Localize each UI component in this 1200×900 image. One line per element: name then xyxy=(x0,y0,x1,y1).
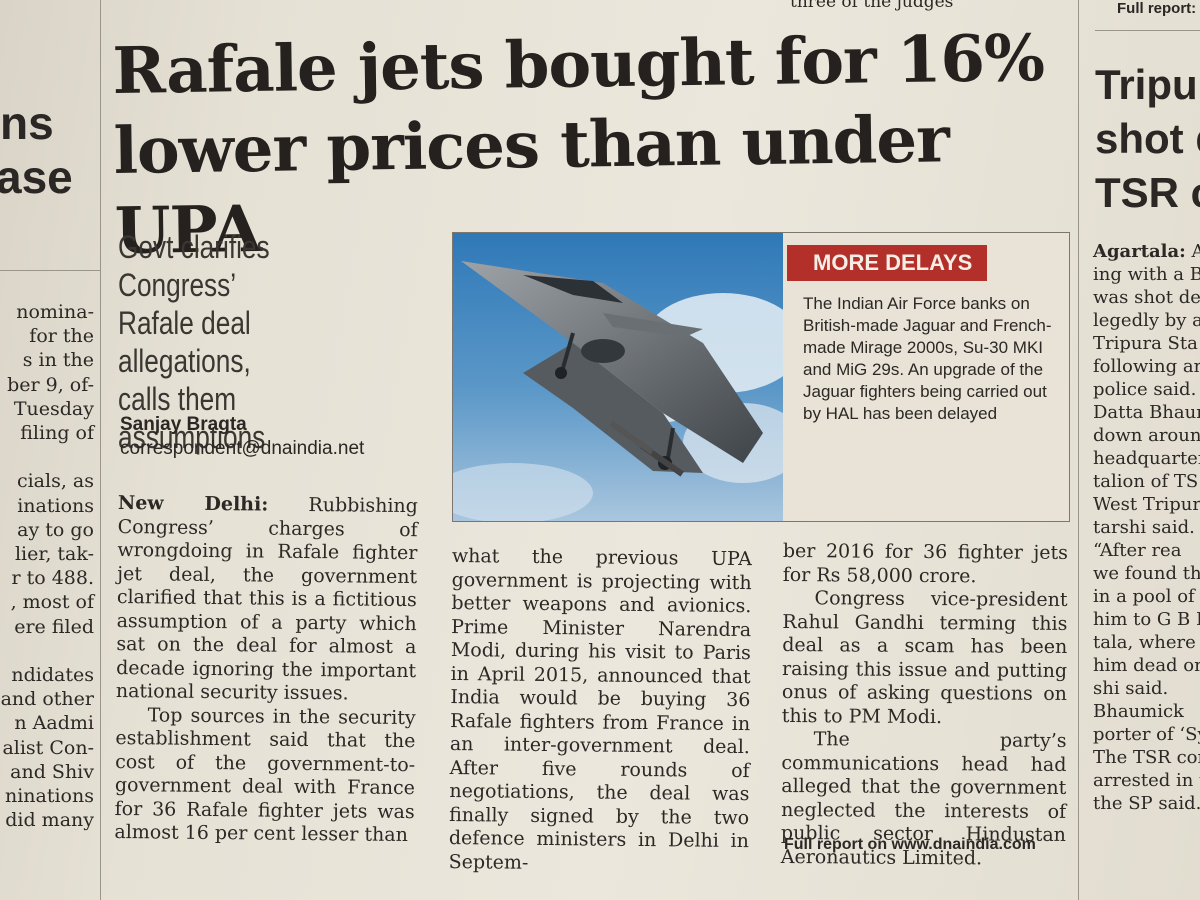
right-text-line: police said. T xyxy=(1093,379,1200,400)
left-text-line: filing of xyxy=(20,422,94,444)
right-text-line: talion of TS xyxy=(1093,471,1199,492)
left-headline-fragment-1: ns xyxy=(0,97,54,149)
story-column-1: New Delhi: Rubbishing Congress’ charges … xyxy=(114,492,418,848)
right-text-line: him to G B H xyxy=(1093,609,1200,630)
deck-line-3: calls them assumptions xyxy=(118,381,266,455)
headline-line-1: Rafale jets bought for 16% xyxy=(112,20,1045,109)
right-text-line: porter of ‘Sy xyxy=(1093,724,1200,745)
column-rule xyxy=(1078,0,1079,900)
left-text-line: alist Con- xyxy=(2,736,94,759)
story-paragraph-4: ber 2016 for 36 fighter jets for Rs 58,0… xyxy=(782,540,1068,587)
left-headline-fragment-2: ase xyxy=(0,151,73,203)
story-paragraph-2: Top sources in the security establishmen… xyxy=(114,703,416,847)
left-text-line: ndidates xyxy=(11,664,94,686)
left-text-line: s in the xyxy=(22,349,94,372)
fighter-jet-photo xyxy=(453,233,783,521)
left-text-line: nomina- xyxy=(16,301,94,323)
left-text-line: ay to go xyxy=(17,518,94,541)
left-text-line: inations xyxy=(17,494,94,517)
left-text-line: did many xyxy=(5,809,94,832)
story-paragraph-1: Rubbishing Congress’ charges of wrongdoi… xyxy=(115,493,418,705)
left-text-line: ber 9, of- xyxy=(7,373,94,396)
right-full-report-label: Full report: xyxy=(1117,0,1197,17)
right-text-line: tarshi said. xyxy=(1093,517,1195,538)
left-text-line: , most of xyxy=(10,591,94,614)
right-headline-line-1: Tripura xyxy=(1095,61,1200,108)
left-text-line: ninations xyxy=(4,785,94,807)
right-text-line: tala, where d xyxy=(1093,632,1200,653)
right-text-line: headquarter xyxy=(1093,448,1200,469)
sidebar-text: The Indian Air Force banks on British-ma… xyxy=(803,294,1052,423)
full-report-link[interactable]: Full report on www.dnaindia.com xyxy=(784,836,1036,853)
story-column-3: ber 2016 for 36 fighter jets for Rs 58,0… xyxy=(781,540,1068,871)
story-paragraph-3: what the previous UPA government is proj… xyxy=(448,545,752,874)
left-text-line: Tuesday xyxy=(13,397,94,420)
left-text-line: lier, tak- xyxy=(14,543,94,565)
left-text-line: and Shiv xyxy=(10,760,94,783)
left-text-line: and other xyxy=(0,688,94,711)
right-text-line: the SP said. - xyxy=(1093,793,1200,814)
left-text-line: n Aadmi xyxy=(14,712,94,735)
column-rule xyxy=(100,0,101,900)
right-text-line: legedly by a xyxy=(1093,310,1200,331)
right-text-line: following an xyxy=(1093,356,1200,377)
right-text-line: him dead on xyxy=(1093,655,1200,676)
dateline: New Delhi: xyxy=(117,492,269,516)
byline-name: Sanjay Bragta xyxy=(120,414,247,435)
right-text-line: West Tripura xyxy=(1093,494,1200,515)
story-column-2: what the previous UPA government is proj… xyxy=(449,545,752,877)
left-text-line: for the xyxy=(29,325,94,348)
story-paragraph-5: Congress vice-president Rahul Gandhi ter… xyxy=(781,587,1068,728)
left-text-line: r to 488. xyxy=(11,567,94,590)
left-text-line: cials, as xyxy=(16,470,94,493)
right-headline-line-3: TSR co xyxy=(1095,169,1200,216)
left-adjacent-story: ns ase nomina-for the s in the ber 9, of- T… xyxy=(0,0,100,900)
divider xyxy=(1095,30,1200,31)
right-headline-line-2: shot de xyxy=(1095,115,1200,162)
right-text-line: we found the xyxy=(1093,563,1200,584)
right-text-line: Datta Bhaum xyxy=(1093,402,1200,423)
deck-line-2: Rafale deal allegations, xyxy=(118,305,251,379)
top-strip-text: three of the judges xyxy=(790,0,954,12)
photo-sidebar-box: MORE DELAYS The Indian Air Force banks o… xyxy=(452,232,1070,522)
right-text-line: “After rea xyxy=(1093,540,1182,561)
deck-subheadline: Govt clarifies Congress’ Rafale deal all… xyxy=(118,228,389,456)
right-text-line: in a pool of xyxy=(1093,586,1195,607)
right-text-line: down around xyxy=(1093,425,1200,446)
more-delays-sidebar: MORE DELAYS The Indian Air Force banks o… xyxy=(783,233,1069,521)
right-text-line: arrested in t xyxy=(1093,770,1200,791)
right-text-line: The TSR com xyxy=(1093,747,1200,768)
left-text-line: ere filed xyxy=(14,615,94,638)
right-text-line: shi said. xyxy=(1093,678,1169,699)
right-adjacent-story: Full report: Tripura shot de TSR co Agar… xyxy=(1085,0,1200,900)
sidebar-title: MORE DELAYS xyxy=(787,245,987,281)
deck-line-1: Govt clarifies Congress’ xyxy=(118,229,270,303)
right-text-line: ing with a Be xyxy=(1093,264,1200,285)
byline-email: correspondent@dnaindia.net xyxy=(120,438,365,459)
divider xyxy=(0,270,100,271)
right-text-line: Agartala: A xyxy=(1093,241,1200,262)
right-text-line: Tripura Sta xyxy=(1093,333,1198,354)
right-text-line: was shot dea xyxy=(1093,287,1200,308)
right-headline: Tripura shot de TSR co xyxy=(1095,58,1200,220)
right-text-line: Bhaumick xyxy=(1093,701,1184,722)
